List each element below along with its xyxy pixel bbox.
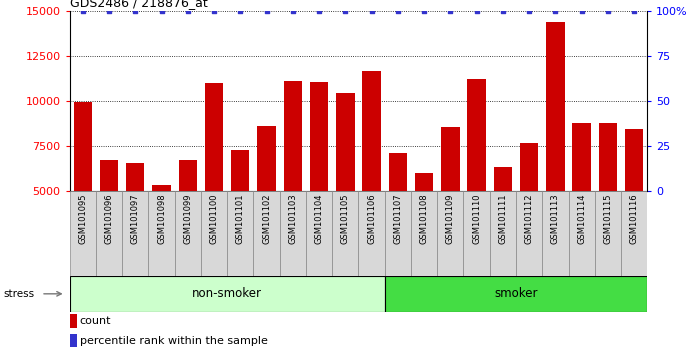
Point: [182, 8, 193, 13]
Bar: [542, 191, 569, 276]
Bar: [572, 124, 591, 191]
Bar: [70, 314, 77, 328]
Bar: [490, 191, 516, 276]
Point: [393, 8, 404, 13]
Text: GSM101097: GSM101097: [131, 194, 140, 244]
Text: GSM101099: GSM101099: [183, 194, 192, 244]
Point: [77, 8, 88, 13]
Bar: [310, 82, 329, 191]
Bar: [385, 191, 411, 276]
Text: GSM101114: GSM101114: [577, 194, 586, 244]
Bar: [205, 83, 223, 191]
Bar: [437, 191, 464, 276]
Bar: [546, 22, 564, 191]
Text: GSM101104: GSM101104: [315, 194, 324, 244]
Bar: [74, 102, 92, 191]
Point: [104, 8, 115, 13]
Bar: [388, 153, 407, 191]
Text: GSM101116: GSM101116: [630, 194, 639, 244]
Text: count: count: [80, 316, 111, 326]
Text: GSM101103: GSM101103: [288, 194, 297, 244]
Text: stress: stress: [3, 289, 35, 299]
Text: GSM101108: GSM101108: [420, 194, 429, 244]
Bar: [126, 163, 145, 191]
Text: GSM101098: GSM101098: [157, 194, 166, 244]
Text: GSM101107: GSM101107: [393, 194, 402, 244]
Text: GDS2486 / 218876_at: GDS2486 / 218876_at: [70, 0, 207, 10]
Bar: [468, 79, 486, 191]
Bar: [152, 185, 171, 191]
Text: GSM101096: GSM101096: [104, 194, 113, 244]
Bar: [283, 81, 302, 191]
Point: [550, 8, 561, 13]
Text: GSM101112: GSM101112: [525, 194, 534, 244]
Point: [313, 8, 324, 13]
Bar: [201, 191, 227, 276]
Point: [209, 8, 220, 13]
Text: GSM101113: GSM101113: [551, 194, 560, 244]
Text: GSM101110: GSM101110: [472, 194, 481, 244]
Text: GSM101102: GSM101102: [262, 194, 271, 244]
Bar: [411, 191, 437, 276]
Text: non-smoker: non-smoker: [192, 287, 262, 300]
Point: [576, 8, 587, 13]
Text: GSM101100: GSM101100: [209, 194, 219, 244]
Bar: [231, 150, 249, 191]
Point: [471, 8, 482, 13]
Point: [156, 8, 167, 13]
Bar: [621, 191, 647, 276]
Bar: [179, 160, 197, 191]
Bar: [625, 129, 643, 191]
Bar: [227, 191, 253, 276]
Text: GSM101106: GSM101106: [367, 194, 376, 244]
Bar: [332, 191, 358, 276]
Bar: [70, 276, 385, 312]
Bar: [516, 191, 542, 276]
Bar: [569, 191, 595, 276]
Bar: [520, 143, 538, 191]
Text: GSM101109: GSM101109: [446, 194, 455, 244]
Text: smoker: smoker: [494, 287, 538, 300]
Bar: [100, 160, 118, 191]
Point: [261, 8, 272, 13]
Point: [602, 8, 613, 13]
Bar: [70, 334, 77, 347]
Bar: [599, 124, 617, 191]
Bar: [358, 191, 385, 276]
Point: [523, 8, 535, 13]
Bar: [122, 191, 148, 276]
Point: [340, 8, 351, 13]
Text: GSM101095: GSM101095: [78, 194, 87, 244]
Bar: [148, 191, 175, 276]
Point: [129, 8, 141, 13]
Bar: [441, 127, 459, 191]
Bar: [336, 93, 354, 191]
Bar: [258, 126, 276, 191]
Bar: [595, 191, 621, 276]
Text: GSM101101: GSM101101: [236, 194, 245, 244]
Text: GSM101115: GSM101115: [603, 194, 612, 244]
Point: [628, 8, 640, 13]
Point: [498, 8, 509, 13]
Bar: [415, 173, 434, 191]
Text: GSM101105: GSM101105: [341, 194, 350, 244]
Point: [287, 8, 299, 13]
Text: GSM101111: GSM101111: [498, 194, 507, 244]
Bar: [306, 191, 332, 276]
Bar: [70, 191, 96, 276]
Bar: [253, 191, 280, 276]
Bar: [363, 71, 381, 191]
Bar: [464, 191, 490, 276]
Bar: [385, 276, 647, 312]
Bar: [280, 191, 306, 276]
Point: [366, 8, 377, 13]
Text: percentile rank within the sample: percentile rank within the sample: [80, 336, 267, 346]
Bar: [96, 191, 122, 276]
Point: [445, 8, 456, 13]
Point: [235, 8, 246, 13]
Point: [418, 8, 429, 13]
Bar: [175, 191, 201, 276]
Bar: [493, 167, 512, 191]
